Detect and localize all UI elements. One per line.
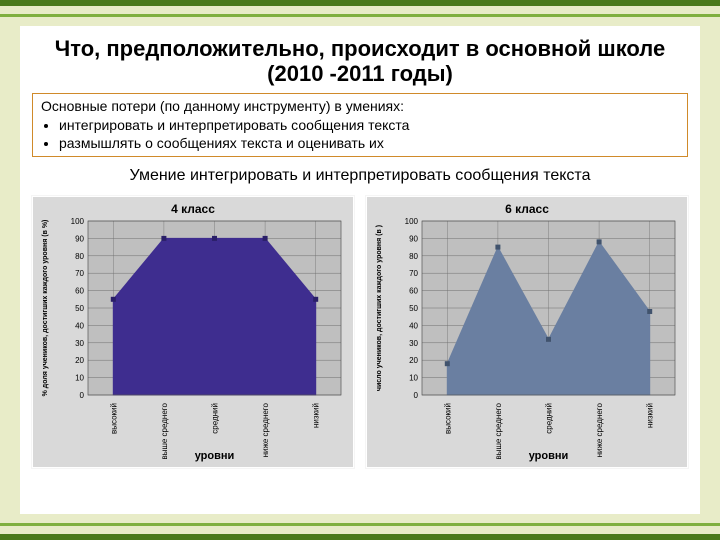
svg-text:100: 100 [71,217,85,226]
svg-text:уровни: уровни [195,450,235,462]
svg-text:100: 100 [405,217,419,226]
svg-text:70: 70 [409,269,418,278]
svg-text:20: 20 [75,356,84,365]
svg-text:0: 0 [414,391,419,400]
charts-row: 4 класс0102030405060708090100высокийвыше… [32,195,688,469]
svg-text:высокий: высокий [443,403,452,434]
chart-right: 6 класс 0 10 20 30 40 50 60 70 80 90 100 высокий выше… [367,197,687,467]
svg-text:10: 10 [75,374,84,383]
svg-text:средний: средний [211,403,220,434]
chart-left: 4 класс 0 10 20 30 40 50 60 70 80 90 100 высокий выше… [33,197,353,467]
callout-list: интегрировать и интерпретировать сообщен… [59,117,679,152]
svg-text:6 класс: 6 класс [505,202,549,216]
svg-text:низкий: низкий [646,403,655,428]
svg-text:70: 70 [75,269,84,278]
svg-text:ниже среднего: ниже среднего [595,403,604,458]
svg-text:10: 10 [409,374,418,383]
svg-text:40: 40 [75,321,84,330]
svg-text:4 класс: 4 класс [171,202,215,216]
svg-text:50: 50 [75,304,84,313]
svg-text:60: 60 [409,287,418,296]
svg-text:30: 30 [409,339,418,348]
section-subtitle: Умение интегрировать и интерпретировать … [32,167,688,185]
svg-text:средний: средний [545,403,554,434]
chart-right-frame: 6 класс 0 10 20 30 40 50 60 70 80 90 100 высокий выше… [365,195,689,469]
chart-left-frame: 4 класс 0 10 20 30 40 50 60 70 80 90 100 высокий выше… [31,195,355,469]
svg-text:уровни: уровни [529,450,569,462]
list-item: интегрировать и интерпретировать сообщен… [59,117,679,135]
svg-text:высокий: высокий [109,403,118,434]
callout-lead: Основные потери (по данному инструменту)… [41,98,404,114]
slide-title: Что, предположительно, происходит в осно… [32,36,688,87]
slide-content: Что, предположительно, происходит в осно… [20,26,700,514]
svg-text:0: 0 [80,391,85,400]
slide: Что, предположительно, происходит в осно… [0,0,720,540]
callout-box: Основные потери (по данному инструменту)… [32,93,688,158]
svg-text:низкий: низкий [312,403,321,428]
svg-text:80: 80 [409,252,418,261]
svg-text:40: 40 [409,321,418,330]
svg-text:80: 80 [75,252,84,261]
svg-text:50: 50 [409,304,418,313]
svg-text:выше среднего: выше среднего [160,403,169,460]
svg-text:20: 20 [409,356,418,365]
svg-text:ниже среднего: ниже среднего [261,403,270,458]
svg-text:60: 60 [75,287,84,296]
svg-text:число учеников, достигших кажд: число учеников, достигших каждого уровня… [376,225,383,391]
svg-text:выше среднего: выше среднего [494,403,503,460]
svg-text:30: 30 [75,339,84,348]
list-item: размышлять о сообщениях текста и оценива… [59,135,679,153]
svg-text:90: 90 [409,234,418,243]
svg-text:% доля учеников, достигших каж: % доля учеников, достигших каждого уровн… [42,220,49,397]
svg-text:90: 90 [75,234,84,243]
